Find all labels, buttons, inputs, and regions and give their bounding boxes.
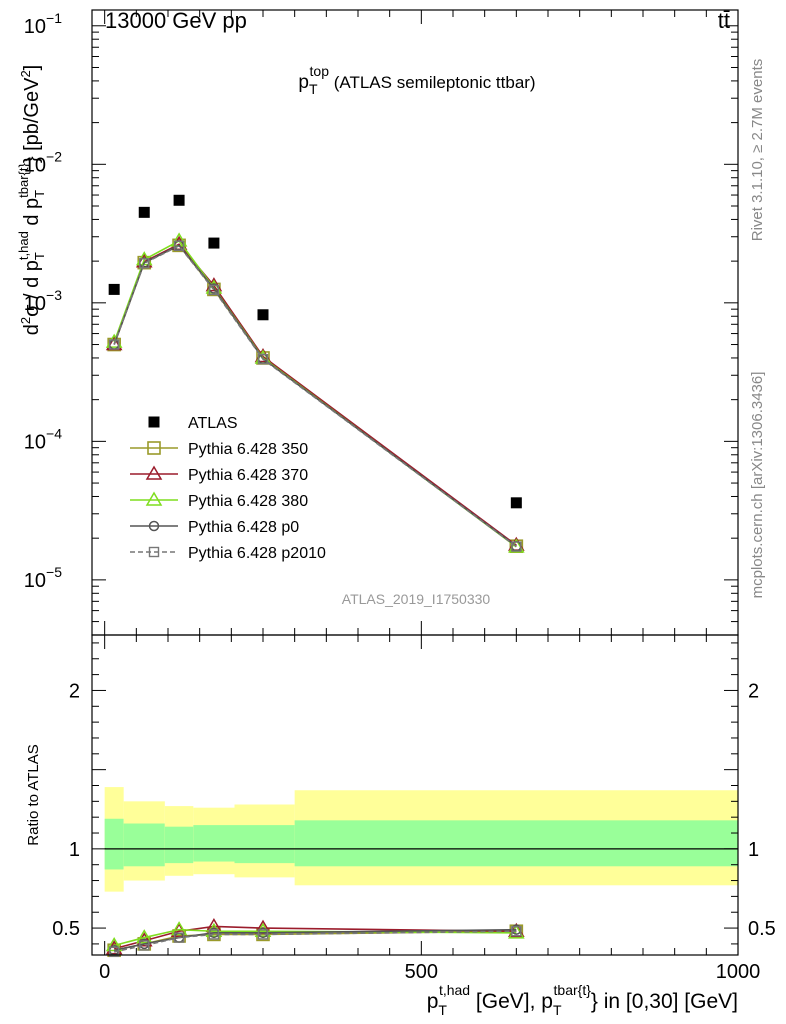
stat-uncertainty-band <box>104 818 124 870</box>
series-5 <box>108 240 522 552</box>
mcplots-label: mcplots.cern.ch [arXiv:1306.3436] <box>749 372 766 599</box>
ratio-point <box>170 921 188 936</box>
series-0 <box>108 194 522 509</box>
process-label: tt̄ <box>718 8 730 33</box>
legend-label: Pythia 6.428 370 <box>188 467 308 484</box>
xlabel: pTt,had [GeV], pTtbar{t}} in [0,30] [GeV… <box>427 982 738 1018</box>
data-point <box>511 541 522 552</box>
legend-label: Pythia 6.428 380 <box>188 493 308 510</box>
data-point <box>208 284 220 296</box>
legend-marker <box>145 465 163 480</box>
legend-marker <box>148 520 160 532</box>
legend-entry: Pythia 6.428 p2010 <box>130 545 326 562</box>
data-point <box>508 538 525 553</box>
plot-title-main: p <box>298 72 309 93</box>
ratio-point <box>135 929 153 944</box>
main-ytick-label: 10−2 <box>24 148 62 176</box>
plot-title-sub: T <box>309 81 318 97</box>
ratio-series-1 <box>105 917 525 955</box>
ratio-point <box>139 940 150 951</box>
ratio-ylabel: Ratio to ATLAS <box>25 744 42 845</box>
xtick-label: 0 <box>99 961 110 983</box>
stat-uncertainty-band <box>164 826 194 864</box>
stat-uncertainty-band <box>294 820 738 867</box>
stat-uncertainty-band <box>123 823 165 867</box>
legend-entry: Pythia 6.428 380 <box>130 491 308 510</box>
legend-entry: Pythia 6.428 350 <box>130 441 308 458</box>
main-plot-frame <box>91 9 739 636</box>
data-point <box>510 497 522 509</box>
ratio-point <box>105 937 123 952</box>
stat-uncertainty-band <box>193 825 235 862</box>
main-ylabel: d2σ / d pTt,had d pTtbar{t}} [pb/GeV2] <box>16 65 47 336</box>
data-point <box>173 194 185 206</box>
rivet-label: Rivet 3.1.10, ≥ 2.7M events <box>749 59 766 242</box>
plot-title-rest: (ATLAS semileptonic ttbar) <box>329 73 536 92</box>
data-point <box>139 258 150 269</box>
ratio-point <box>173 932 185 943</box>
legend-label: Pythia 6.428 p0 <box>188 519 299 536</box>
legend-marker <box>148 546 160 558</box>
legend-marker <box>145 491 163 506</box>
xtick-label: 1000 <box>716 961 761 983</box>
series-2 <box>105 235 525 551</box>
ratio-series-2 <box>105 921 525 952</box>
legend-marker <box>148 416 160 428</box>
ratio-point <box>208 929 220 940</box>
ratio-plot-frame <box>91 634 739 956</box>
main-ytick-label: 10−4 <box>24 425 62 453</box>
legend: ATLAS Pythia 6.428 350 Pythia 6.428 370 Pyt… <box>130 415 326 562</box>
data-point <box>108 283 120 295</box>
ratio-ytick-label-right: 2 <box>748 680 759 702</box>
legend-label: Pythia 6.428 p2010 <box>188 545 326 562</box>
data-point <box>257 353 269 365</box>
main-plot-panel: 10−5 10−4 10−3 10−2 10−1 pTtop (ATLAS semile… <box>16 9 739 636</box>
ratio-point <box>108 946 120 958</box>
legend-label: ATLAS <box>188 415 238 432</box>
ratio-point <box>257 929 269 940</box>
energy-label: 13000 GeV pp <box>105 8 247 33</box>
ratio-ytick-label: 0.5 <box>52 918 80 940</box>
legend-label: Pythia 6.428 350 <box>188 441 308 458</box>
plot-title-sup: top <box>310 63 330 79</box>
data-point <box>257 309 269 321</box>
main-ytick-label: 10−3 <box>24 287 62 315</box>
main-ytick-label: 10−1 <box>24 10 62 38</box>
main-ytick-label: 10−5 <box>24 564 62 592</box>
ratio-ytick-label: 2 <box>69 680 80 702</box>
ratio-series-4 <box>108 926 522 958</box>
series-line <box>113 244 517 548</box>
ratio-point <box>135 932 153 947</box>
stat-uncertainty-band <box>234 825 295 864</box>
ratio-point <box>511 926 522 937</box>
data-point <box>173 240 185 252</box>
legend-marker <box>147 441 161 455</box>
ratio-ytick-label: 1 <box>69 839 80 861</box>
ratio-ytick-label-right: 1 <box>748 839 759 861</box>
legend-entry: Pythia 6.428 370 <box>130 465 308 484</box>
ratio-plot-panel: 0.5 0.5 1 1 2 2 0 500 1000 Ratio to ATLAS pTt,ha… <box>25 634 776 1018</box>
ratio-ytick-label-right: 0.5 <box>748 918 776 940</box>
data-point <box>138 206 150 218</box>
plot-title: pTtop (ATLAS semileptonic ttbar) <box>298 63 535 97</box>
xtick-label: 500 <box>405 961 438 983</box>
data-point <box>108 339 120 350</box>
legend-entry: ATLAS <box>148 415 238 432</box>
legend-entry: Pythia 6.428 p0 <box>130 519 299 536</box>
data-point <box>208 237 220 249</box>
analysis-id: ATLAS_2019_I1750330 <box>342 591 491 607</box>
